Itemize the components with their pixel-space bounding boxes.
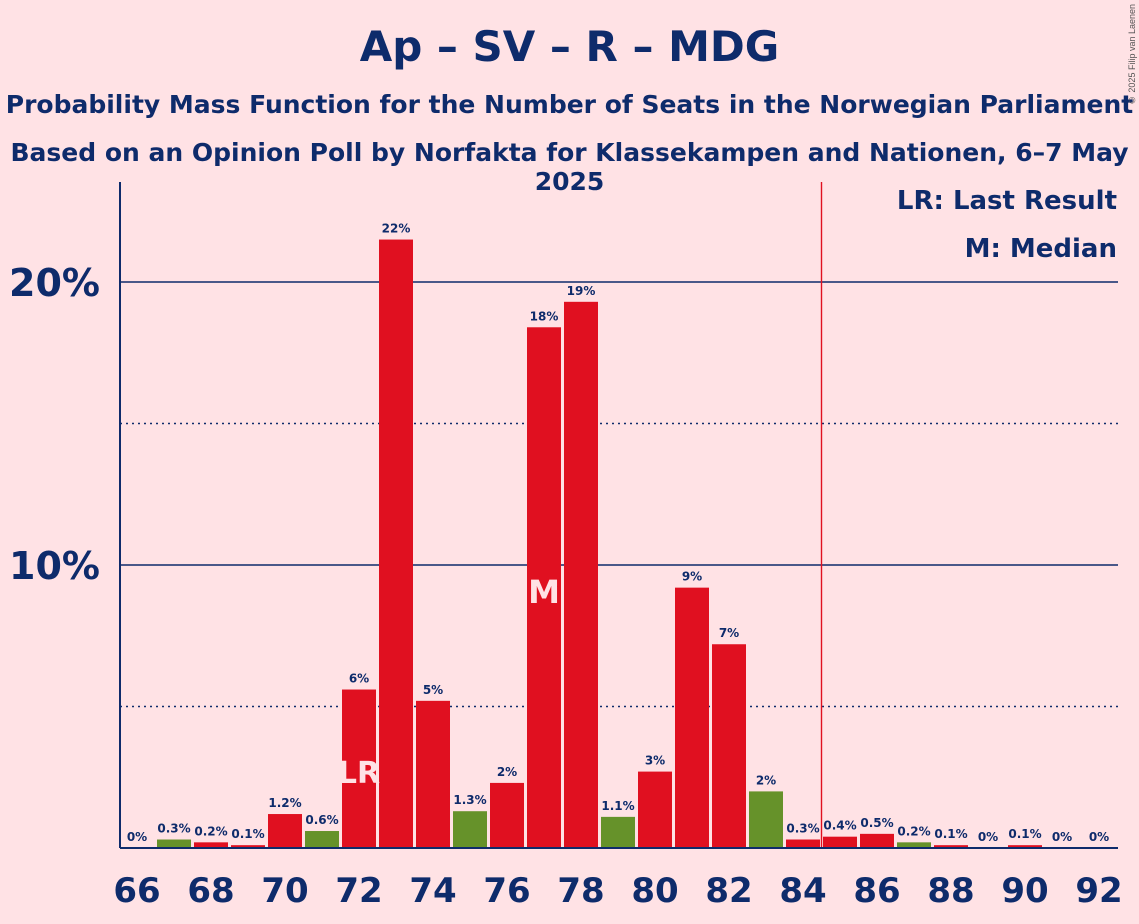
bar-seat-85 [823,836,857,848]
x-tick-label: 68 [187,871,234,911]
x-tick-label: 88 [927,871,974,911]
x-tick-label: 84 [779,871,826,911]
bar-seat-76 [490,782,524,848]
data-label: 7% [719,626,739,640]
data-label: 0.1% [934,827,967,841]
data-label: 0.2% [194,824,227,838]
data-label: 0.5% [860,816,893,830]
data-label: 0.3% [157,822,190,836]
bar-seat-77 [527,327,561,848]
legend-median: M: Median [965,234,1117,264]
bar-seat-74 [416,700,450,848]
data-label: 1.2% [268,796,301,810]
x-tick-label: 92 [1075,871,1122,911]
x-tick-label: 78 [557,871,604,911]
data-label: 3% [645,754,665,768]
data-label: 1.3% [453,793,486,807]
y-tick-label: 10% [9,544,100,588]
bar-seat-78 [564,301,598,848]
chart-subtitle-line1: Probability Mass Function for the Number… [5,90,1134,119]
bar-seat-68 [194,842,228,848]
x-tick-label: 80 [631,871,678,911]
data-label: 2% [497,765,517,779]
data-label: 22% [382,222,411,236]
chart-title: Ap – SV – R – MDG [359,22,780,71]
data-label: 9% [682,570,702,584]
bar-seat-73 [379,239,413,849]
bar-seat-75 [453,811,487,848]
bar-seat-70 [268,814,302,848]
data-label: 0% [127,830,147,844]
bar-seat-88 [934,845,968,848]
bar-seat-67 [157,839,191,848]
data-label: 0% [1052,830,1072,844]
bar-seat-80 [638,771,672,848]
x-tick-label: 82 [705,871,752,911]
x-tick-label: 90 [1001,871,1048,911]
x-tick-label: 74 [409,871,456,911]
data-label: 6% [349,672,369,686]
data-label: 19% [567,284,596,298]
x-tick-label: 66 [113,871,160,911]
data-label: 1.1% [601,799,634,813]
data-label: 0% [978,830,998,844]
x-tick-label: 72 [335,871,382,911]
bar-seat-72 [342,689,376,848]
median-marker: M [528,573,560,611]
x-tick-label: 76 [483,871,530,911]
bar-seat-90 [1008,845,1042,848]
data-label: 0.3% [786,822,819,836]
chart-subtitle-line2: Based on an Opinion Poll by Norfakta for… [10,138,1129,196]
data-label: 0.4% [823,819,856,833]
data-label: 18% [530,309,559,323]
x-tick-label: 70 [261,871,308,911]
bar-seat-84 [786,839,820,848]
data-label: 5% [423,683,443,697]
bar-seat-69 [231,845,265,848]
data-label: 0% [1089,830,1109,844]
y-tick-label: 20% [9,261,100,305]
last-result-marker: LR [338,756,380,791]
legend-last-result: LR: Last Result [897,186,1117,216]
data-label: 2% [756,773,776,787]
bar-seat-81 [675,587,709,848]
data-label: 0.1% [231,827,264,841]
bar-seat-86 [860,833,894,848]
bar-seat-79 [601,816,635,848]
bar-seat-71 [305,831,339,848]
x-tick-label: 86 [853,871,900,911]
data-label: 0.6% [305,813,338,827]
bar-seat-83 [749,791,783,848]
data-label: 0.1% [1008,827,1041,841]
bar-seat-82 [712,644,746,848]
bar-seat-87 [897,842,931,848]
data-label: 0.2% [897,824,930,838]
